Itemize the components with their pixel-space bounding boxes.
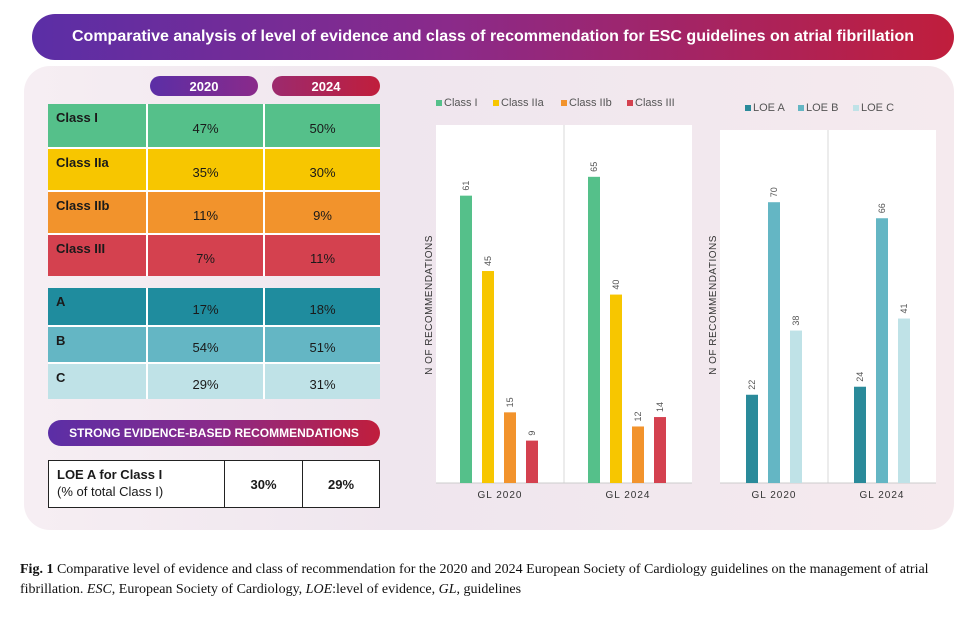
loe-value-2020: 29% (146, 364, 263, 399)
caption-text-1: Comparative level of evidence and class … (20, 562, 929, 597)
data-label: 14 (655, 402, 665, 412)
class-label: Class III (56, 241, 106, 256)
loe-a-summary-box: LOE A for Class I (% of total Class I) 3… (48, 460, 380, 508)
legend-label: Class IIb (569, 97, 612, 109)
class-value-2020: 35% (146, 149, 263, 190)
data-label: 66 (877, 203, 887, 213)
loe-a-summary-line1: LOE A for Class I (57, 467, 163, 482)
bar (632, 426, 644, 483)
bar (610, 294, 622, 483)
legend-label: LOE C (861, 102, 894, 114)
caption-text-2: , European Society of Cardiology, (111, 582, 306, 597)
data-label: 70 (769, 187, 779, 197)
loe-value-2024: 51% (263, 327, 380, 362)
class-value-2020: 7% (146, 235, 263, 276)
class-label: Class I (56, 110, 98, 125)
data-label: 40 (611, 280, 621, 290)
year-pill-2024: 2024 (272, 76, 380, 96)
bar (746, 394, 758, 483)
y-axis-label: N OF RECOMMENDATIONS (424, 235, 435, 375)
class-label: Class IIa (56, 155, 109, 170)
loe-value-2020: 54% (146, 327, 263, 362)
caption-esc-abbr: ESC (86, 582, 112, 597)
loe-a-summary-label: LOE A for Class I (% of total Class I) (49, 461, 225, 507)
class-row-iii: Class III 7% 11% (48, 233, 380, 276)
caption-text-3: :level of evidence, (332, 582, 439, 597)
loe-row-b: B 54% 51% (48, 325, 380, 362)
year-pill-2020: 2020 (150, 76, 258, 96)
loe-label: B (56, 333, 66, 348)
class-value-2020: 11% (146, 192, 263, 233)
data-label: 15 (505, 397, 515, 407)
loe-value-2024: 31% (263, 364, 380, 399)
loe-a-summary-line2: (% of total Class I) (57, 484, 164, 499)
bar (768, 202, 780, 484)
data-label: 38 (791, 316, 801, 326)
legend-swatch (436, 100, 442, 106)
caption-gl-abbr: GL (438, 582, 457, 597)
caption-loe-abbr: LOE (305, 582, 333, 597)
data-label: 22 (747, 380, 757, 390)
legend-label: LOE A (753, 102, 785, 114)
class-label: Class IIb (56, 198, 110, 213)
legend-label: Class IIa (501, 97, 545, 109)
class-table: Class I 47% 50% Class IIa 35% 30% Class … (48, 104, 380, 276)
x-tick-label: GL 2024 (606, 490, 651, 501)
data-label: 61 (461, 181, 471, 191)
bar (854, 386, 866, 483)
data-label: 45 (483, 256, 493, 266)
class-row-i: Class I 47% 50% (48, 104, 380, 147)
bar (898, 318, 910, 483)
legend-swatch (627, 100, 633, 106)
legend-swatch (745, 105, 751, 111)
legend-label: LOE B (806, 102, 838, 114)
loe-a-summary-2024: 29% (327, 476, 355, 492)
class-row-iib: Class IIb 11% 9% (48, 190, 380, 233)
class-value-2024: 11% (263, 235, 380, 276)
data-label: 12 (633, 411, 643, 421)
figure-caption: Fig. 1 Comparative level of evidence and… (20, 560, 960, 600)
bar (876, 218, 888, 483)
bar (790, 330, 802, 483)
strong-evidence-title: STRONG EVIDENCE-BASED RECOMMENDATIONS (48, 420, 380, 446)
x-tick-label: GL 2020 (478, 490, 523, 501)
bar (460, 195, 472, 483)
bar (504, 412, 516, 483)
x-tick-label: GL 2024 (860, 490, 905, 501)
class-row-iia: Class IIa 35% 30% (48, 147, 380, 190)
class-value-2024: 9% (263, 192, 380, 233)
data-label: 24 (855, 372, 865, 382)
banner-title: Comparative analysis of level of evidenc… (32, 14, 954, 60)
bar (588, 176, 600, 483)
loe-value-2020: 17% (146, 288, 263, 325)
legend-swatch (798, 105, 804, 111)
legend-swatch (493, 100, 499, 106)
legend-label: Class III (635, 97, 675, 109)
data-label: 41 (899, 304, 909, 314)
bar (654, 417, 666, 483)
y-axis-label: N OF RECOMMENDATIONS (708, 235, 719, 375)
legend-swatch (561, 100, 567, 106)
loe-value-2024: 18% (263, 288, 380, 325)
class-value-2024: 30% (263, 149, 380, 190)
bar (482, 271, 494, 483)
loe-label: A (56, 294, 66, 309)
caption-fig-label: Fig. 1 (20, 562, 54, 577)
loe-table: A 17% 18% B 54% 51% C 29% 31% (48, 288, 380, 399)
legend-label: Class I (444, 97, 478, 109)
class-value-2024: 50% (263, 104, 380, 147)
caption-text-4: , guidelines (456, 582, 522, 597)
loe-a-summary-2020: 30% (225, 461, 303, 507)
x-tick-label: GL 2020 (752, 490, 797, 501)
data-label: 65 (589, 162, 599, 172)
loe-label: C (56, 370, 66, 385)
bar (526, 440, 538, 483)
loe-row-c: C 29% 31% (48, 362, 380, 399)
legend-swatch (853, 105, 859, 111)
loe-row-a: A 17% 18% (48, 288, 380, 325)
class-value-2020: 47% (146, 104, 263, 147)
data-label: 9 (527, 431, 537, 436)
